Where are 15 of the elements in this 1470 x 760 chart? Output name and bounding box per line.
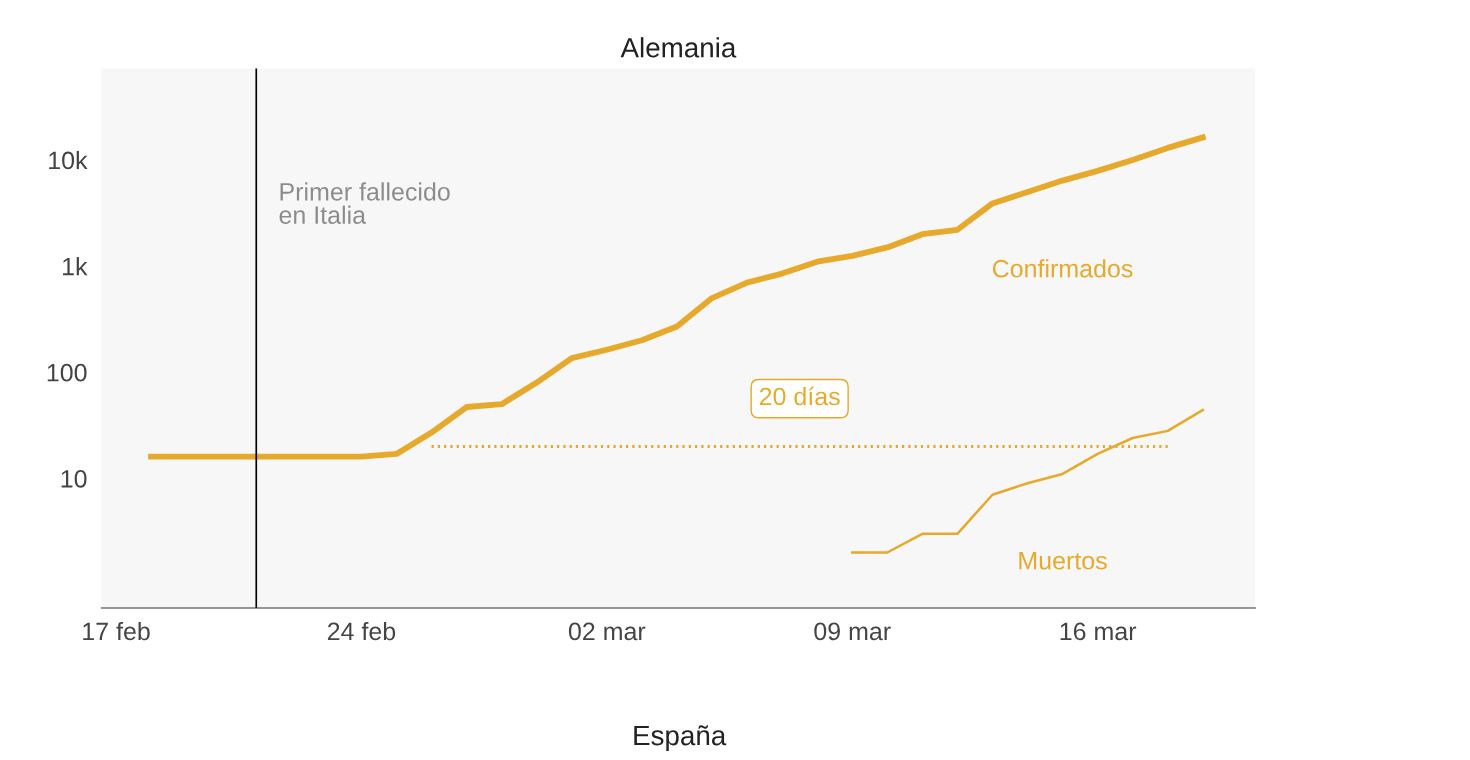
x-tick-label: 24 feb	[327, 621, 396, 641]
x-tick-label: 17 feb	[83, 621, 150, 641]
y-tick-label: 100	[47, 363, 87, 382]
ref-line-label: Primer fallecido en Italia	[279, 182, 450, 224]
text: España	[634, 725, 727, 751]
series-label: Confirmados	[992, 259, 1133, 278]
x-tick-label: 16 mar	[1060, 622, 1137, 641]
y-tick-label: 10k	[49, 150, 88, 170]
x-tick-label: 09 mar	[814, 622, 891, 641]
y-tick-label: 10	[61, 469, 87, 488]
annotation: 20 días	[759, 386, 840, 406]
y-tick-label: 1k	[63, 257, 88, 276]
x-tick-label: 02 mar	[568, 622, 646, 641]
chart-title: Alemania	[620, 37, 737, 58]
text: Muertos	[1019, 552, 1107, 570]
